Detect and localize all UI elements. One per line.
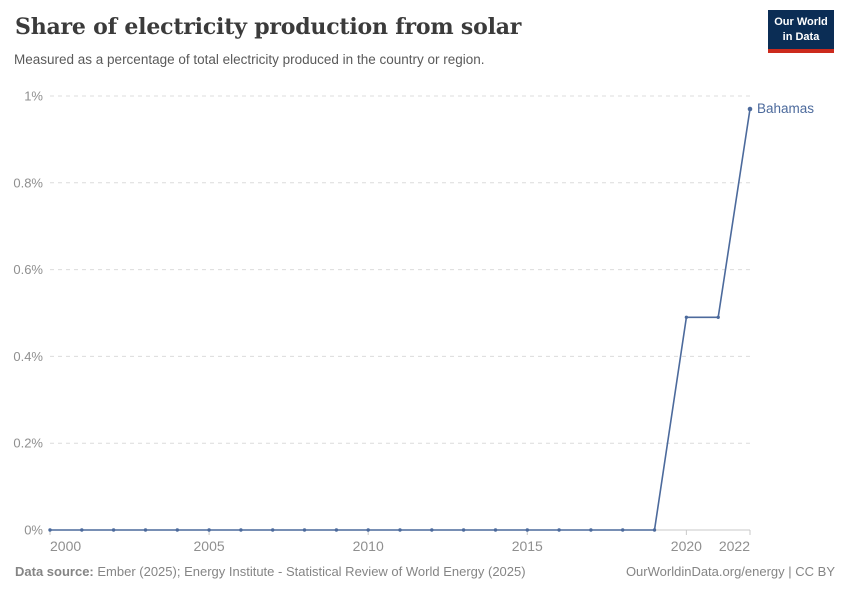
data-point[interactable] xyxy=(525,528,529,532)
chart-footer: Data source: Ember (2025); Energy Instit… xyxy=(0,564,850,579)
data-point[interactable] xyxy=(366,528,370,532)
owid-logo-text: Our World in Data xyxy=(774,16,828,43)
data-point[interactable] xyxy=(430,528,434,532)
chart-subtitle: Measured as a percentage of total electr… xyxy=(14,52,485,67)
data-point[interactable] xyxy=(80,528,84,532)
data-point[interactable] xyxy=(271,528,275,532)
data-source-text: Ember (2025); Energy Institute - Statist… xyxy=(93,564,526,579)
data-point[interactable] xyxy=(111,528,116,532)
owid-logo: Our World in Data xyxy=(768,10,834,53)
data-source-label: Data source: xyxy=(15,564,94,579)
data-point[interactable] xyxy=(461,528,466,532)
data-point[interactable] xyxy=(493,528,498,532)
data-point[interactable] xyxy=(398,528,402,532)
y-tick-label: 0.4% xyxy=(13,349,43,364)
x-tick-label: 2015 xyxy=(512,538,543,554)
y-tick-label: 1% xyxy=(24,89,43,104)
data-point[interactable] xyxy=(207,528,211,532)
data-point[interactable] xyxy=(684,315,689,319)
data-point[interactable] xyxy=(716,315,720,319)
data-point[interactable] xyxy=(557,528,561,532)
x-tick-label: 2000 xyxy=(50,538,81,554)
x-tick-label: 2022 xyxy=(719,538,750,554)
data-point[interactable] xyxy=(652,528,657,532)
data-point[interactable] xyxy=(143,528,148,532)
y-tick-label: 0% xyxy=(24,523,43,538)
data-point[interactable] xyxy=(334,528,339,532)
credit-link[interactable]: OurWorldinData.org/energy | CC BY xyxy=(625,564,835,579)
data-point[interactable] xyxy=(302,528,307,532)
y-tick-label: 0.8% xyxy=(13,175,43,190)
data-point[interactable] xyxy=(589,528,593,532)
page-title: Share of electricity production from sol… xyxy=(15,14,522,40)
data-point[interactable] xyxy=(48,528,52,532)
y-tick-label: 0.6% xyxy=(13,262,43,277)
x-tick-label: 2010 xyxy=(353,538,384,554)
data-line[interactable] xyxy=(50,108,751,531)
data-point[interactable] xyxy=(747,106,753,112)
x-tick-label: 2005 xyxy=(194,538,225,554)
data-point[interactable] xyxy=(239,528,243,532)
series-end-label[interactable]: Bahamas xyxy=(757,101,815,117)
x-tick-label: 2020 xyxy=(671,538,702,554)
data-point[interactable] xyxy=(175,528,179,532)
data-point[interactable] xyxy=(621,528,625,532)
data-source-note: Data source: Ember (2025); Energy Instit… xyxy=(15,564,526,579)
y-tick-label: 0.2% xyxy=(13,436,43,451)
